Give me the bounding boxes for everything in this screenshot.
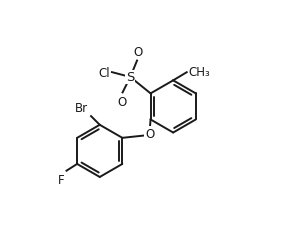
Text: O: O <box>145 127 154 140</box>
Text: Br: Br <box>75 102 88 115</box>
Text: O: O <box>117 96 126 109</box>
Text: CH₃: CH₃ <box>188 66 210 79</box>
Text: F: F <box>58 173 65 186</box>
Text: S: S <box>126 71 135 84</box>
Text: Cl: Cl <box>98 66 110 79</box>
Text: O: O <box>133 46 143 59</box>
